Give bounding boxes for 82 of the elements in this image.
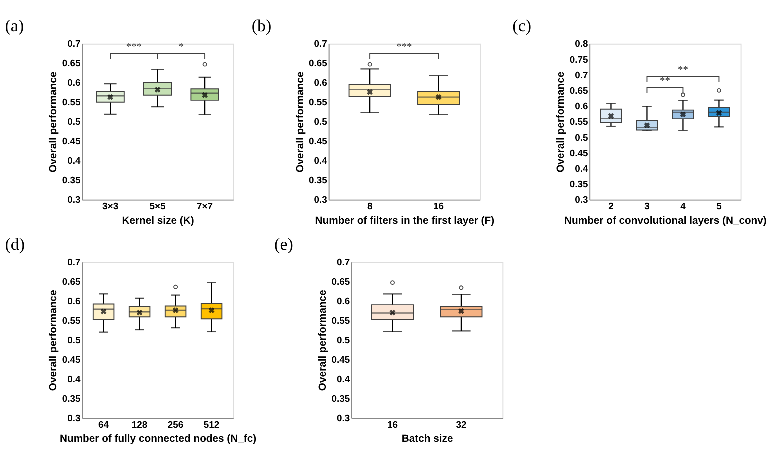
y-axis-title: Overall performance [295, 72, 306, 173]
y-tick-label: 0.65 [62, 276, 81, 288]
y-tick-label: 0.55 [62, 316, 81, 327]
y-tick-label: 0.4 [314, 156, 328, 168]
y-tick-label: 0.3 [336, 413, 350, 424]
y-tick-label: 0.4 [68, 156, 82, 168]
y-tick-label: 0.7 [68, 39, 81, 50]
x-tick-label: 4 [680, 202, 687, 213]
y-tick-label: 0.75 [570, 54, 588, 66]
y-tick-label: 0.45 [62, 354, 81, 366]
y-tick-label: 0.3 [575, 195, 588, 206]
chart-title: (d) [5, 234, 26, 254]
y-tick-label: 0.5 [68, 335, 81, 346]
y-tick-label: 0.65 [62, 58, 81, 70]
x-axis-title: Number of filters in the first layer (F) [315, 216, 495, 227]
y-tick-label: 0.65 [332, 276, 350, 288]
chart-title: (e) [274, 234, 294, 254]
y-tick-label: 0.7 [68, 257, 81, 268]
annotation: * [178, 42, 184, 53]
y-tick-label: 0.8 [575, 39, 588, 50]
y-tick-label: 0.4 [575, 164, 589, 175]
y-tick-label: 0.4 [336, 374, 351, 386]
chart-title: (c) [512, 16, 532, 36]
y-tick-label: 0.5 [575, 132, 588, 144]
annotation: *** [396, 42, 412, 53]
y-tick-label: 0.7 [314, 39, 328, 50]
x-tick-label: 512 [204, 420, 220, 432]
chart-title: (b) [252, 16, 272, 36]
y-tick-label: 0.45 [62, 136, 81, 148]
x-tick-label: 256 [168, 420, 184, 432]
x-tick-label: 5×5 [150, 202, 166, 213]
y-tick-label: 0.5 [336, 335, 350, 346]
chart-title: (a) [5, 16, 24, 36]
y-tick-label: 0.35 [62, 176, 81, 187]
y-tick-label: 0.35 [62, 394, 81, 405]
y-tick-label: 0.5 [68, 117, 81, 128]
y-tick-label: 0.6 [314, 78, 328, 90]
annotation: ** [660, 76, 670, 87]
y-tick-label: 0.45 [332, 354, 350, 366]
y-tick-label: 0.55 [332, 316, 350, 327]
x-axis-title: Kernel size (K) [122, 216, 194, 227]
y-axis-title: Overall performance [318, 290, 330, 392]
y-tick-label: 0.7 [336, 257, 350, 268]
x-tick-label: 5 [716, 202, 722, 213]
y-tick-label: 0.3 [68, 413, 81, 424]
x-tick-label: 16 [387, 420, 398, 432]
x-tick-label: 64 [98, 420, 110, 432]
y-tick-label: 0.6 [68, 78, 81, 90]
annotation: *** [126, 42, 142, 53]
y-tick-label: 0.5 [314, 117, 328, 128]
y-tick-label: 0.45 [309, 136, 328, 148]
x-tick-label: 7×7 [197, 202, 214, 213]
y-tick-label: 0.55 [570, 117, 588, 128]
y-tick-label: 0.45 [570, 148, 588, 160]
y-tick-label: 0.35 [332, 394, 350, 405]
y-tick-label: 0.65 [570, 86, 588, 97]
x-axis-title: Batch size [402, 434, 454, 446]
x-tick-label: 8 [367, 202, 373, 213]
x-axis-title: Number of fully connected nodes (N_fc) [60, 434, 257, 446]
y-tick-label: 0.6 [336, 296, 350, 308]
y-tick-label: 0.6 [575, 102, 588, 113]
y-axis-title: Overall performance [48, 290, 60, 392]
y-tick-label: 0.55 [309, 98, 328, 109]
x-tick-label: 16 [434, 202, 444, 213]
x-tick-label: 3×3 [102, 202, 119, 213]
y-tick-label: 0.65 [309, 58, 328, 70]
annotation: ** [678, 64, 688, 76]
y-tick-label: 0.3 [68, 195, 81, 206]
x-tick-label: 3 [644, 202, 650, 213]
y-tick-label: 0.3 [314, 195, 328, 206]
x-tick-label: 32 [456, 420, 467, 432]
y-axis-title: Overall performance [48, 72, 60, 173]
x-axis-title: Number of convolutional layers (N_conv) [564, 216, 767, 227]
x-tick-label: 2 [608, 202, 614, 213]
y-tick-label: 0.35 [309, 176, 328, 187]
x-tick-label: 128 [132, 420, 148, 432]
y-tick-label: 0.6 [68, 296, 81, 308]
y-tick-label: 0.7 [575, 70, 588, 82]
y-tick-label: 0.55 [62, 98, 81, 109]
y-axis-title: Overall performance [556, 72, 568, 173]
y-tick-label: 0.4 [68, 374, 82, 386]
y-tick-label: 0.35 [570, 180, 588, 191]
